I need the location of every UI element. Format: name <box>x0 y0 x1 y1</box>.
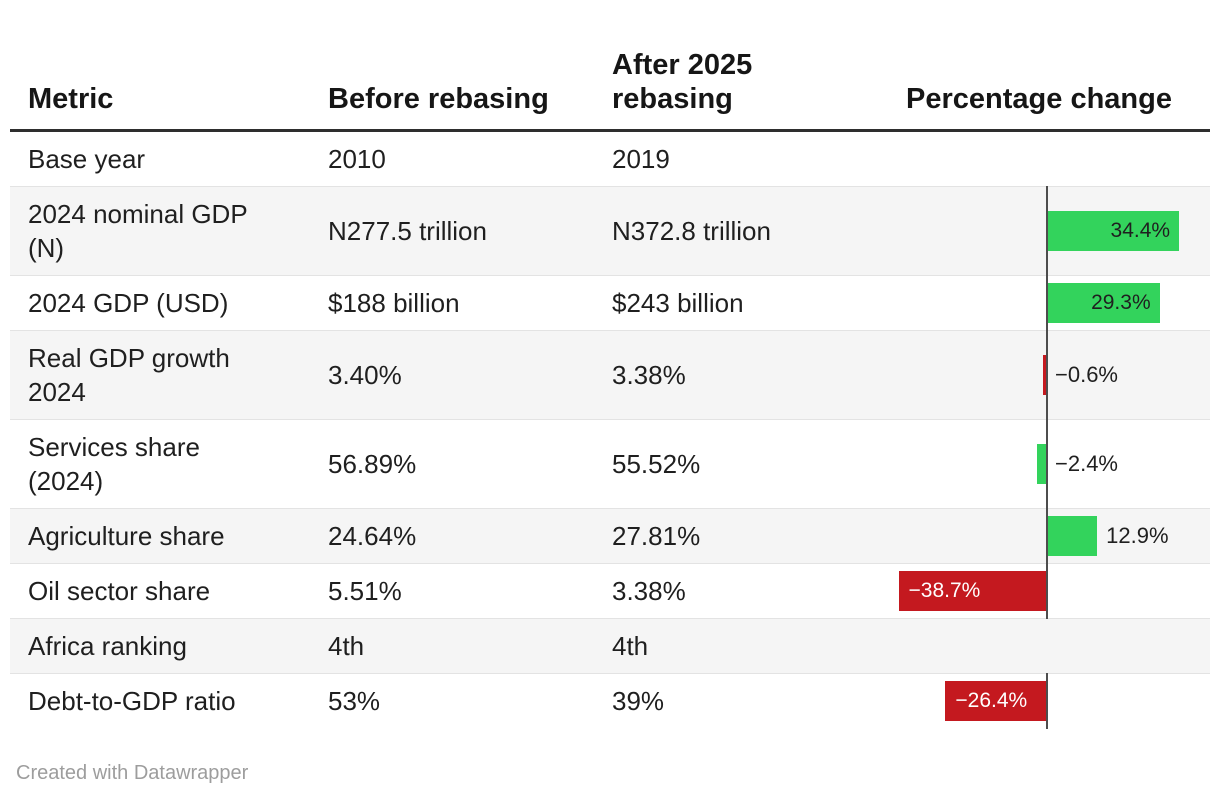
metric-cell: Base year <box>28 144 146 174</box>
change-value-label: 12.9% <box>1106 523 1169 548</box>
change-cell: −26.4% <box>850 673 1210 729</box>
change-bar: 34.4% <box>1048 211 1180 251</box>
change-bar: 29.3% <box>1048 283 1160 323</box>
table-row: Services share (2024) 56.89% 55.52% −2.4… <box>10 419 1210 509</box>
after-cell: $243 billion <box>612 288 744 318</box>
change-cell: 12.9% <box>850 508 1210 564</box>
table-row: Base year 2010 2019 <box>10 132 1210 187</box>
before-cell: 2010 <box>328 144 386 174</box>
table-header: Metric Before rebasing After 2025 rebasi… <box>10 0 1210 132</box>
table-row: Agriculture share 24.64% 27.81% 12.9% <box>10 508 1210 564</box>
zero-axis-line <box>1046 186 1048 276</box>
change-bar <box>1043 355 1046 395</box>
change-value-label: −2.4% <box>1055 451 1118 476</box>
after-cell: 3.38% <box>612 360 686 390</box>
before-cell: 53% <box>328 686 381 716</box>
metric-cell: Real GDP growth 2024 <box>28 343 230 407</box>
change-bar <box>1036 444 1046 484</box>
col-header-after-rebasing: After 2025 rebasing <box>612 49 753 115</box>
before-cell: 4th <box>328 631 365 661</box>
table-row: Real GDP growth 2024 3.40% 3.38% −0.6% <box>10 330 1210 420</box>
zero-axis-line <box>1046 330 1048 420</box>
table-row: 2024 nominal GDP (N) N277.5 trillion N37… <box>10 186 1210 276</box>
metric-cell: Debt-to-GDP ratio <box>28 686 236 716</box>
after-cell: 2019 <box>612 144 670 174</box>
before-cell: 24.64% <box>328 521 417 551</box>
before-cell: 56.89% <box>328 449 417 479</box>
col-header-metric: Metric <box>28 83 114 115</box>
before-cell: N277.5 trillion <box>328 216 487 246</box>
change-cell <box>850 142 1210 176</box>
change-bar: −26.4% <box>945 681 1046 721</box>
table-row: Oil sector share 5.51% 3.38% −38.7% <box>10 563 1210 619</box>
change-value-label: −26.4% <box>955 689 1028 712</box>
credit-line: Created with Datawrapper <box>0 762 1220 785</box>
table-row: 2024 GDP (USD) $188 billion $243 billion… <box>10 275 1210 331</box>
after-cell: 39% <box>612 686 665 716</box>
metric-cell: 2024 GDP (USD) <box>28 288 229 318</box>
metric-cell: Agriculture share <box>28 521 225 551</box>
after-cell: 3.38% <box>612 576 686 606</box>
before-cell: 3.40% <box>328 360 402 390</box>
col-header-percentage-change: Percentage change <box>906 83 1172 115</box>
table-row: Africa ranking 4th 4th <box>10 619 1210 674</box>
change-cell: −2.4% <box>850 419 1210 509</box>
metric-cell: Africa ranking <box>28 631 187 661</box>
after-cell: 27.81% <box>612 521 701 551</box>
change-value-label: −38.7% <box>908 579 981 602</box>
change-cell <box>850 629 1210 663</box>
before-cell: $188 billion <box>328 288 460 318</box>
datawrapper-credit-link[interactable]: Created with Datawrapper <box>16 762 249 784</box>
after-cell: 4th <box>612 631 649 661</box>
table-row: Debt-to-GDP ratio 53% 39% −26.4% <box>10 673 1210 729</box>
zero-axis-line <box>1046 508 1048 564</box>
before-cell: 5.51% <box>328 576 402 606</box>
change-value-label: 34.4% <box>1110 219 1171 242</box>
zero-axis-line <box>1046 419 1048 509</box>
metric-cell: 2024 nominal GDP (N) <box>28 199 248 263</box>
change-value-label: −0.6% <box>1055 362 1118 387</box>
metric-cell: Services share (2024) <box>28 432 200 496</box>
datawrapper-table: Metric Before rebasing After 2025 rebasi… <box>10 0 1210 729</box>
metric-cell: Oil sector share <box>28 576 211 606</box>
change-bar <box>1048 516 1098 556</box>
after-cell: 55.52% <box>612 449 701 479</box>
zero-axis-line <box>1046 275 1048 331</box>
col-header-before-rebasing: Before rebasing <box>328 83 549 115</box>
zero-axis-line <box>1046 673 1048 729</box>
change-cell: −0.6% <box>850 330 1210 420</box>
change-bar: −38.7% <box>898 571 1046 611</box>
change-cell: 29.3% <box>850 275 1210 331</box>
zero-axis-line <box>1046 563 1048 619</box>
change-cell: −38.7% <box>850 563 1210 619</box>
change-cell: 34.4% <box>850 186 1210 276</box>
after-cell: N372.8 trillion <box>612 216 771 246</box>
change-value-label: 29.3% <box>1091 291 1151 314</box>
